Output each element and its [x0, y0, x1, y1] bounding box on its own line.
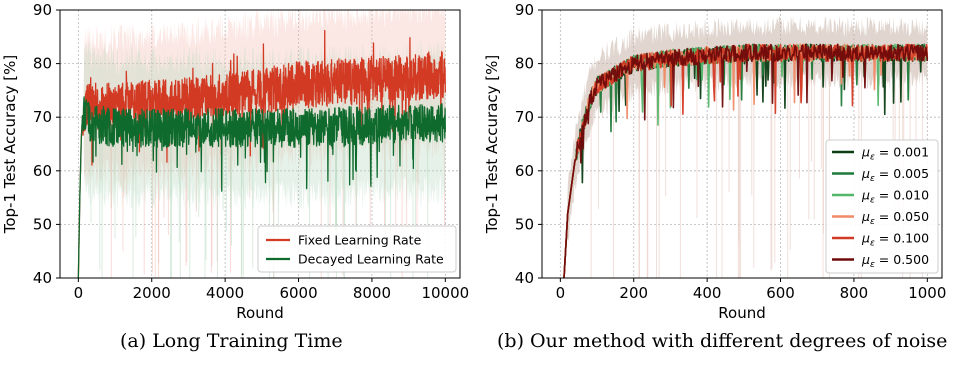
y-tick-label: 70 — [515, 108, 534, 126]
y-tick-label: 80 — [515, 55, 534, 73]
y-tick-label: 60 — [515, 162, 534, 180]
legend-label: με = 0.500 — [861, 252, 929, 270]
x-axis-label: Round — [236, 304, 283, 322]
legend-label: Fixed Learning Rate — [298, 233, 422, 248]
axes-frame — [541, 9, 943, 279]
x-tick-label: 0 — [74, 284, 84, 302]
legend-box — [257, 225, 457, 273]
axes-frame — [59, 9, 461, 279]
y-axis-label: Top-1 Test Accuracy [%] — [483, 55, 501, 235]
x-axis-label: Round — [718, 304, 765, 322]
x-tick-label: 6000 — [279, 284, 317, 302]
legend-label: με = 0.001 — [861, 145, 929, 163]
y-tick-label: 40 — [33, 269, 52, 287]
legend-label: Decayed Learning Rate — [298, 252, 444, 267]
legend-label: με = 0.050 — [861, 209, 929, 227]
series-line — [563, 43, 929, 278]
figure-canvas: 0 2000 4000 6000 8000 10000405060708090RoundT… — [1, 1, 946, 322]
variance-band — [563, 15, 928, 278]
x-tick-label: 400 — [693, 284, 722, 302]
legend-label: με = 0.010 — [861, 188, 929, 206]
plot-area — [60, 10, 460, 278]
legend: με = 0.001 με = 0.005 με = 0.010 με = 0.050… — [825, 139, 939, 274]
y-tick-label: 60 — [33, 162, 52, 180]
legend-label: με = 0.005 — [861, 166, 929, 184]
x-tick-label: 600 — [766, 284, 795, 302]
chart-long-training: 0 2000 4000 6000 8000 10000 40 50 60 70 80 90 Round T… — [1, 1, 469, 322]
x-tick-label: 200 — [619, 284, 648, 302]
y-tick-label: 50 — [515, 215, 534, 233]
x-tick-label: 4000 — [206, 284, 244, 302]
x-tick-label: 800 — [840, 284, 869, 302]
legend: Fixed Learning Rate Decayed Learning Rate — [257, 225, 457, 273]
legend-label: με = 0.100 — [861, 231, 929, 249]
y-tick-label: 70 — [33, 108, 52, 126]
caption-b: (b) Our method with different degrees of… — [497, 330, 948, 352]
y-tick-label: 50 — [33, 215, 52, 233]
x-tick-label: 8000 — [353, 284, 391, 302]
y-tick-label: 90 — [515, 1, 534, 19]
y-tick-label: 90 — [33, 1, 52, 19]
x-tick-label: 1000 — [908, 284, 946, 302]
caption-a: (a) Long Training Time — [120, 330, 343, 352]
y-axis-label: Top-1 Test Accuracy [%] — [1, 55, 19, 235]
x-tick-label: 10000 — [421, 284, 469, 302]
y-tick-label: 80 — [33, 55, 52, 73]
y-tick-label: 40 — [515, 269, 534, 287]
chart-noise-levels: 0 200 400 600 800 1000 40 50 60 70 80 90 Round Top-1 … — [483, 1, 946, 322]
series-line — [77, 96, 446, 278]
x-tick-label: 2000 — [133, 284, 171, 302]
x-tick-label: 0 — [556, 284, 566, 302]
